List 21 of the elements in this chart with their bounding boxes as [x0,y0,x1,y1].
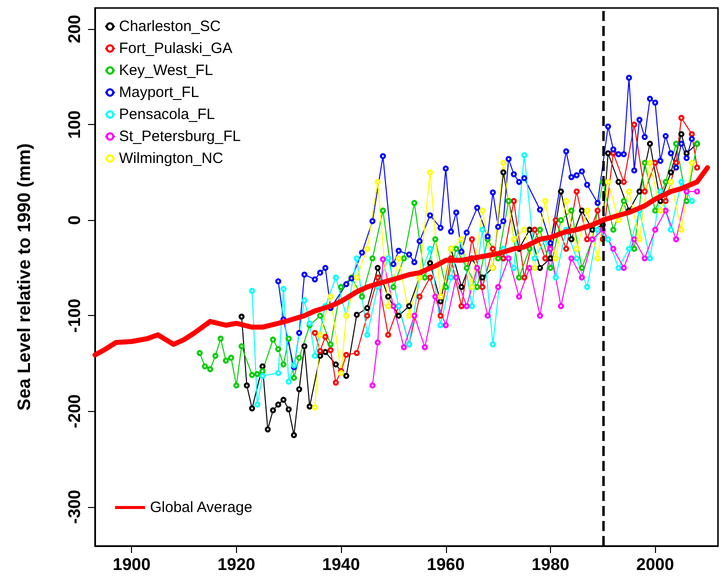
legend-label: Key_West_FL [119,62,213,79]
legend-label: Fort_Pulaski_GA [119,40,232,57]
y-tick-label: 200 [65,14,84,44]
y-tick-label: 0 [65,215,84,225]
x-tick-label: 1920 [217,555,256,574]
legend-label: St_Petersburg_FL [119,128,241,145]
y-tick-label: -200 [65,394,84,428]
y-tick-label: -300 [65,490,84,524]
x-tick-label: 1940 [322,555,360,574]
y-tick-label: -100 [65,298,84,333]
y-axis-title: Sea Level relative to 1990 (mm) [14,143,34,411]
x-tick-label: 1980 [532,555,570,574]
legend-label: Charleston_SC [119,18,221,35]
x-tick-label: 1960 [426,555,465,574]
legend-label: Mayport_FL [119,84,200,101]
legend-label: Global Average [150,499,252,516]
x-tick-label: 1900 [112,555,151,574]
y-tick-label: 100 [65,110,84,139]
x-tick-label: 2000 [636,555,674,574]
legend-label: Wilmington_NC [119,150,224,167]
legend-label: Pensacola_FL [119,106,215,123]
